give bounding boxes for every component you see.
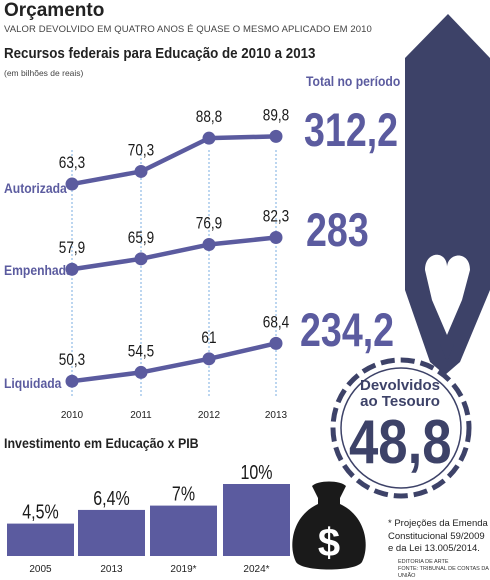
footnote: * Projeções da Emenda Constitucional 59/…: [388, 518, 488, 556]
data-label: 82,3: [263, 207, 289, 226]
bar-value-label: 6,4%: [93, 487, 129, 509]
returned-value: 48,8: [349, 408, 452, 477]
data-point: [134, 164, 148, 178]
bar-value-label: 10%: [240, 461, 272, 483]
total-empenhada: 283: [306, 203, 369, 256]
data-label: 50,3: [59, 351, 85, 370]
data-label: 65,9: [128, 228, 154, 247]
series-label-empenhada: Empenhada: [4, 263, 73, 278]
credit-line2: FONTE: TRIBUNAL DE CONTAS DA UNIÃO: [398, 566, 489, 579]
pencil-icon: [405, 14, 490, 375]
page-subtitle: VALOR DEVOLVIDO EM QUATRO ANOS É QUASE O…: [4, 24, 372, 35]
credit: EDITORIA DE ARTE FONTE: TRIBUNAL DE CONT…: [398, 559, 490, 580]
data-point: [65, 374, 79, 388]
series-line-autorizada: [71, 134, 277, 187]
data-point: [134, 365, 148, 379]
data-point: [269, 129, 283, 143]
series-label-autorizada: Autorizada: [4, 181, 67, 196]
data-label: 88,8: [196, 108, 222, 127]
bar-2013: [78, 509, 145, 556]
data-label: 89,8: [263, 106, 289, 125]
bar-2005: [7, 523, 74, 556]
money-bag-icon: $: [292, 481, 366, 570]
data-point: [269, 231, 283, 245]
bar-chart-title: Investimento em Educação x PIB: [4, 436, 199, 451]
data-label: 76,9: [196, 214, 222, 233]
returned-label: Devolvidos ao Tesouro: [340, 378, 460, 410]
series-line-empenhada: [71, 235, 277, 272]
data-label: 54,5: [128, 342, 154, 361]
data-point: [202, 131, 216, 145]
data-point: [134, 252, 148, 266]
returned-circle-inner: [340, 367, 462, 489]
data-label: 61: [201, 328, 216, 347]
data-point: [269, 336, 283, 350]
bar-value-label: 4,5%: [22, 501, 58, 523]
data-label: 57,9: [59, 239, 85, 258]
data-point: [202, 238, 216, 252]
data-label: 68,4: [263, 313, 290, 332]
footnote-line2: Constitucional 59/2009: [388, 530, 485, 542]
bar-category-label: 2013: [100, 564, 123, 575]
data-label: 70,3: [128, 141, 154, 160]
returned-label-line2: ao Tesouro: [360, 393, 440, 410]
footnote-line3: e da Lei 13.005/2014.: [388, 543, 480, 554]
total-autorizada: 312,2: [304, 103, 399, 156]
x-tick-label: 2011: [130, 410, 152, 421]
page-title: Orçamento: [4, 0, 105, 21]
bar-value-label: 7%: [172, 483, 195, 505]
line-chart-unit: (em bilhões de reais): [4, 68, 84, 78]
data-point: [202, 352, 216, 366]
bar-category-label: 2024*: [243, 564, 269, 575]
data-point: [65, 177, 79, 191]
credit-line1: EDITORIA DE ARTE: [398, 559, 449, 565]
line-chart-title: Recursos federais para Educação de 2010 …: [4, 46, 316, 62]
total-liquidada: 234,2: [300, 303, 395, 356]
x-tick-label: 2012: [198, 410, 221, 421]
returned-label-line1: Devolvidos: [359, 377, 441, 394]
returned-circle: [330, 357, 472, 499]
series-line-liquidada: [71, 341, 277, 384]
data-point: [65, 262, 79, 276]
bar-category-label: 2005: [29, 564, 52, 575]
svg-text:$: $: [318, 521, 340, 565]
x-tick-label: 2013: [265, 410, 288, 421]
bar-category-label: 2019*: [170, 564, 196, 575]
x-tick-label: 2010: [61, 410, 84, 421]
data-label: 63,3: [59, 154, 85, 173]
total-period-label: Total no período: [306, 74, 401, 89]
bar-2019*: [150, 505, 217, 556]
bar-2024*: [223, 484, 290, 556]
series-label-liquidada: Liquidada: [4, 376, 62, 391]
footnote-line1: * Projeções da Emenda: [388, 518, 488, 529]
